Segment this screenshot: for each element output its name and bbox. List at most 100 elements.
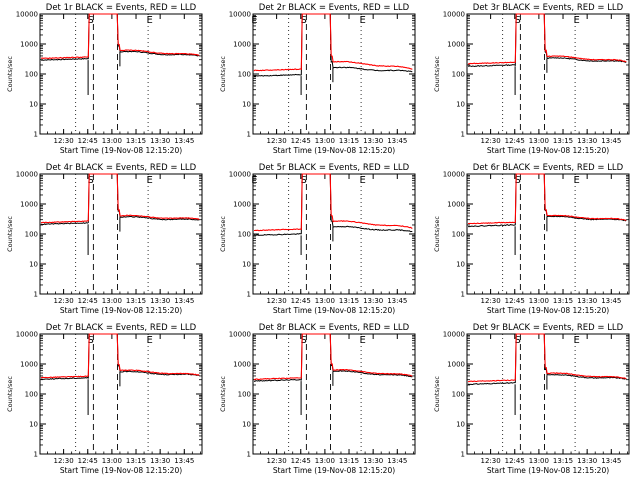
event-mark-e: E bbox=[147, 175, 153, 186]
y-tick-label: 100 bbox=[452, 391, 465, 399]
plot-frame bbox=[466, 173, 630, 295]
y-tick-label: 1 bbox=[247, 451, 251, 459]
chart-title: Det 5r BLACK = Events, RED = LLD bbox=[259, 163, 410, 173]
event-mark-e: E bbox=[251, 175, 257, 186]
y-tick-label: 10000 bbox=[443, 331, 465, 339]
series-events-black bbox=[467, 13, 627, 68]
y-tick-label: 10000 bbox=[229, 171, 251, 179]
y-tick-label: 10000 bbox=[16, 171, 38, 179]
event-mark-e: E bbox=[360, 175, 366, 186]
plot-frame bbox=[466, 13, 630, 135]
x-tick-label: 13:00 bbox=[529, 297, 549, 305]
y-tick-label: 1000 bbox=[447, 201, 465, 209]
plot-frame bbox=[39, 173, 203, 295]
chart-title: Det 3r BLACK = Events, RED = LLD bbox=[473, 3, 624, 13]
x-tick-label: 13:45 bbox=[174, 457, 194, 465]
x-tick-label: 13:15 bbox=[553, 457, 573, 465]
x-tick-label: 13:45 bbox=[601, 457, 621, 465]
y-tick-label: 1000 bbox=[20, 41, 38, 49]
y-tick-label: 100 bbox=[238, 71, 251, 79]
y-tick-label: 10000 bbox=[229, 11, 251, 19]
y-tick-label: 100 bbox=[25, 71, 38, 79]
plot-frame bbox=[252, 173, 416, 295]
series-events-black bbox=[467, 333, 627, 386]
y-tick-label: 1000 bbox=[20, 201, 38, 209]
series-lld-red bbox=[467, 333, 627, 383]
event-mark-s: S bbox=[87, 175, 93, 186]
event-mark-s: S bbox=[300, 15, 306, 26]
series-events-black bbox=[253, 13, 413, 77]
x-tick-label: 13:45 bbox=[174, 297, 194, 305]
series-events-black bbox=[253, 173, 413, 236]
x-tick-label: 13:00 bbox=[529, 457, 549, 465]
x-tick-label: 12:45 bbox=[78, 137, 98, 145]
y-tick-label: 1 bbox=[461, 291, 465, 299]
x-tick-label: 13:30 bbox=[577, 457, 597, 465]
event-mark-e: E bbox=[574, 15, 580, 26]
y-tick-label: 10 bbox=[29, 101, 38, 109]
plot-frame bbox=[39, 13, 203, 135]
chart-panel-9: Det 9r BLACK = Events, RED = LLD Counts/s… bbox=[433, 323, 630, 475]
x-tick-label: 13:00 bbox=[315, 297, 335, 305]
x-tick-label: 12:30 bbox=[54, 137, 74, 145]
y-tick-label: 100 bbox=[238, 231, 251, 239]
x-tick-label: 12:45 bbox=[78, 457, 98, 465]
x-tick-label: 13:30 bbox=[577, 137, 597, 145]
x-tick-label: 12:30 bbox=[54, 457, 74, 465]
x-tick-label: 13:15 bbox=[339, 457, 359, 465]
chart-title: Det 4r BLACK = Events, RED = LLD bbox=[46, 163, 197, 173]
y-tick-label: 10 bbox=[242, 261, 251, 269]
chart-title: Det 7r BLACK = Events, RED = LLD bbox=[46, 323, 197, 333]
x-tick-label: 13:00 bbox=[102, 137, 122, 145]
x-tick-label: 13:45 bbox=[387, 137, 407, 145]
y-tick-label: 10 bbox=[29, 421, 38, 429]
x-tick-label: 12:45 bbox=[78, 297, 98, 305]
x-tick-label: 12:30 bbox=[481, 137, 501, 145]
x-tick-label: 12:45 bbox=[291, 297, 311, 305]
y-axis-label: Counts/sec bbox=[219, 216, 227, 252]
chart-panel-2: Det 2r BLACK = Events, RED = LLD Counts/s… bbox=[219, 3, 416, 155]
y-tick-label: 1000 bbox=[233, 41, 251, 49]
event-mark-s: S bbox=[87, 335, 93, 346]
event-mark-e: E bbox=[574, 335, 580, 346]
event-mark-e: E bbox=[360, 15, 366, 26]
y-tick-label: 10 bbox=[242, 101, 251, 109]
event-mark-s: S bbox=[300, 175, 306, 186]
x-tick-label: 12:45 bbox=[505, 137, 525, 145]
event-mark-e: E bbox=[360, 335, 366, 346]
series-lld-red bbox=[254, 173, 413, 232]
event-mark-e: E bbox=[147, 15, 153, 26]
y-tick-label: 10 bbox=[456, 421, 465, 429]
series-lld-red bbox=[40, 173, 200, 224]
event-mark-s: S bbox=[300, 335, 306, 346]
y-tick-label: 100 bbox=[25, 231, 38, 239]
x-tick-label: 12:45 bbox=[291, 137, 311, 145]
x-tick-label: 13:15 bbox=[553, 137, 573, 145]
y-tick-label: 100 bbox=[25, 391, 38, 399]
x-tick-label: 13:30 bbox=[363, 457, 383, 465]
plot-frame bbox=[466, 333, 630, 455]
y-tick-label: 1 bbox=[461, 451, 465, 459]
y-tick-label: 10000 bbox=[229, 331, 251, 339]
x-tick-label: 13:15 bbox=[339, 297, 359, 305]
y-axis-label: Counts/sec bbox=[433, 216, 441, 252]
plot-frame bbox=[39, 333, 203, 455]
x-tick-label: 12:45 bbox=[505, 297, 525, 305]
y-tick-label: 10 bbox=[242, 421, 251, 429]
y-tick-label: 10000 bbox=[16, 331, 38, 339]
chart-panel-8: Det 8r BLACK = Events, RED = LLD Counts/s… bbox=[219, 323, 416, 475]
y-tick-label: 1 bbox=[461, 131, 465, 139]
x-tick-label: 13:45 bbox=[174, 137, 194, 145]
y-tick-label: 1 bbox=[34, 131, 38, 139]
event-mark-e: E bbox=[147, 335, 153, 346]
x-tick-label: 12:30 bbox=[267, 457, 287, 465]
x-tick-label: 12:30 bbox=[54, 297, 74, 305]
chart-title: Det 1r BLACK = Events, RED = LLD bbox=[46, 3, 197, 13]
series-lld-red bbox=[253, 333, 413, 381]
y-tick-label: 1 bbox=[34, 291, 38, 299]
x-tick-label: 13:00 bbox=[102, 457, 122, 465]
y-tick-label: 10 bbox=[29, 261, 38, 269]
y-tick-label: 1000 bbox=[447, 361, 465, 369]
x-tick-label: 13:00 bbox=[315, 457, 335, 465]
plot-frame bbox=[252, 13, 416, 135]
